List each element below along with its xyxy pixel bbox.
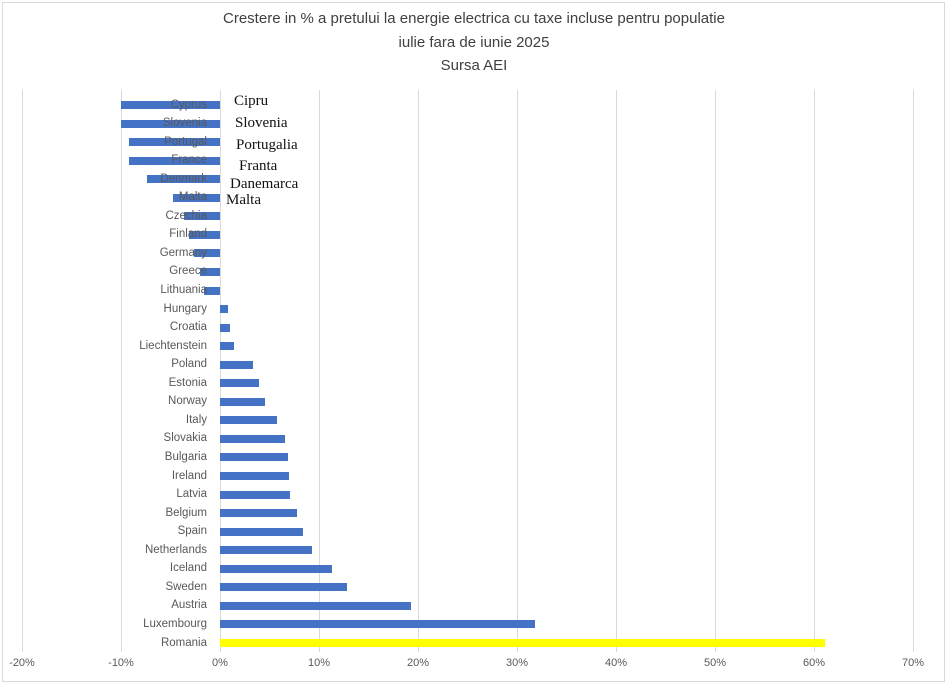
- category-label-netherlands: Netherlands: [144, 543, 207, 556]
- category-label-norway: Norway: [168, 395, 207, 408]
- category-label-luxembourg: Luxembourg: [143, 617, 207, 630]
- x-tick-label: -20%: [9, 657, 35, 669]
- bar-germany: [194, 249, 220, 258]
- gridline-70%: [913, 90, 914, 652]
- bar-hungary: [220, 305, 228, 314]
- x-tick-label: 20%: [406, 657, 430, 669]
- bar-sweden: [220, 583, 347, 592]
- bar-slovakia: [220, 434, 286, 443]
- annotation-line-cipru: Cipru: [234, 93, 269, 109]
- category-label-germany: Germany: [159, 246, 207, 259]
- gridline-60%: [814, 90, 815, 652]
- annotation-line-slovenia: Slovenia: [235, 115, 288, 131]
- bar-liechtenstein: [220, 342, 234, 351]
- chart-title-line-1: Crestere in % a pretului la energie elec…: [223, 10, 725, 27]
- category-label-romania: Romania: [160, 636, 207, 649]
- category-label-ireland: Ireland: [171, 469, 207, 482]
- gridline--10%: [121, 90, 122, 652]
- category-label-slovakia: Slovakia: [163, 432, 207, 445]
- category-label-spain: Spain: [177, 525, 207, 538]
- bar-greece: [200, 267, 220, 276]
- bar-cyprus: [121, 101, 220, 109]
- bar-ireland: [220, 472, 290, 481]
- bar-iceland: [220, 564, 332, 573]
- x-tick-label: 40%: [604, 657, 628, 669]
- x-tick-label: 10%: [307, 657, 331, 669]
- category-label-finland: Finland: [169, 228, 207, 241]
- gridline-10%: [319, 90, 320, 652]
- bar-poland: [220, 360, 253, 369]
- category-label-croatia: Croatia: [169, 321, 207, 334]
- category-label-austria: Austria: [171, 599, 207, 612]
- x-tick-label: -10%: [108, 657, 134, 669]
- bar-bulgaria: [220, 453, 289, 462]
- bar-belgium: [220, 509, 298, 518]
- category-label-poland: Poland: [171, 358, 207, 371]
- gridline-30%: [517, 90, 518, 652]
- bar-denmark: [146, 175, 220, 184]
- category-label-italy: Italy: [185, 413, 207, 426]
- category-label-denmark: Denmark: [160, 172, 207, 185]
- bar-romania: [220, 639, 825, 647]
- category-label-sweden: Sweden: [165, 580, 207, 593]
- bar-france: [128, 156, 220, 165]
- gridline-0%: [220, 90, 221, 652]
- x-tick-label: 0%: [212, 657, 228, 669]
- category-label-greece: Greece: [169, 265, 207, 278]
- category-label-iceland: Iceland: [169, 562, 207, 575]
- category-label-czechia: Czechia: [165, 209, 207, 222]
- category-label-hungary: Hungary: [163, 302, 207, 315]
- bar-netherlands: [220, 546, 313, 555]
- category-label-slovenia: Slovenia: [162, 117, 207, 130]
- chart-title-line-3: Sursa AEI: [440, 57, 508, 74]
- bar-estonia: [220, 379, 259, 388]
- category-label-portugal: Portugal: [164, 135, 207, 148]
- x-tick-label: 60%: [802, 657, 826, 669]
- annotation-line-portugalia: Portugalia: [236, 137, 298, 153]
- bar-austria: [220, 601, 412, 610]
- category-label-bulgaria: Bulgaria: [164, 450, 207, 463]
- bar-latvia: [220, 490, 291, 499]
- annotation-line-franta: Franta: [239, 158, 278, 174]
- gridline-20%: [418, 90, 419, 652]
- category-label-liechtenstein: Liechtenstein: [139, 339, 207, 352]
- gridline--20%: [22, 90, 23, 652]
- category-label-latvia: Latvia: [176, 488, 207, 501]
- gridline-50%: [715, 90, 716, 652]
- category-label-cyprus: Cyprus: [170, 98, 207, 111]
- x-tick-label: 50%: [703, 657, 727, 669]
- x-tick-label: 30%: [505, 657, 529, 669]
- category-label-estonia: Estonia: [168, 376, 207, 389]
- chart-title: Crestere in % a pretului la energie elec…: [0, 7, 948, 78]
- gridline-40%: [616, 90, 617, 652]
- annotation-line-danemarca: Danemarca: [230, 176, 299, 192]
- bar-croatia: [220, 323, 230, 332]
- chart-title-line-2: iulie fara de iunie 2025: [398, 33, 550, 51]
- category-label-belgium: Belgium: [165, 506, 207, 519]
- category-label-malta: Malta: [178, 191, 207, 204]
- annotation-line-malta: Malta: [226, 192, 261, 208]
- bar-finland: [189, 230, 220, 239]
- bar-lithuania: [204, 286, 220, 295]
- category-label-lithuania: Lithuania: [160, 284, 207, 297]
- bar-malta: [173, 193, 220, 202]
- bar-luxembourg: [220, 620, 535, 629]
- category-label-france: France: [171, 154, 207, 167]
- bar-italy: [220, 416, 278, 425]
- bar-spain: [220, 527, 304, 536]
- bar-slovenia: [121, 119, 220, 128]
- x-tick-label: 70%: [901, 657, 925, 669]
- bar-portugal: [128, 138, 220, 147]
- bar-czechia: [184, 212, 220, 221]
- bar-norway: [220, 397, 265, 406]
